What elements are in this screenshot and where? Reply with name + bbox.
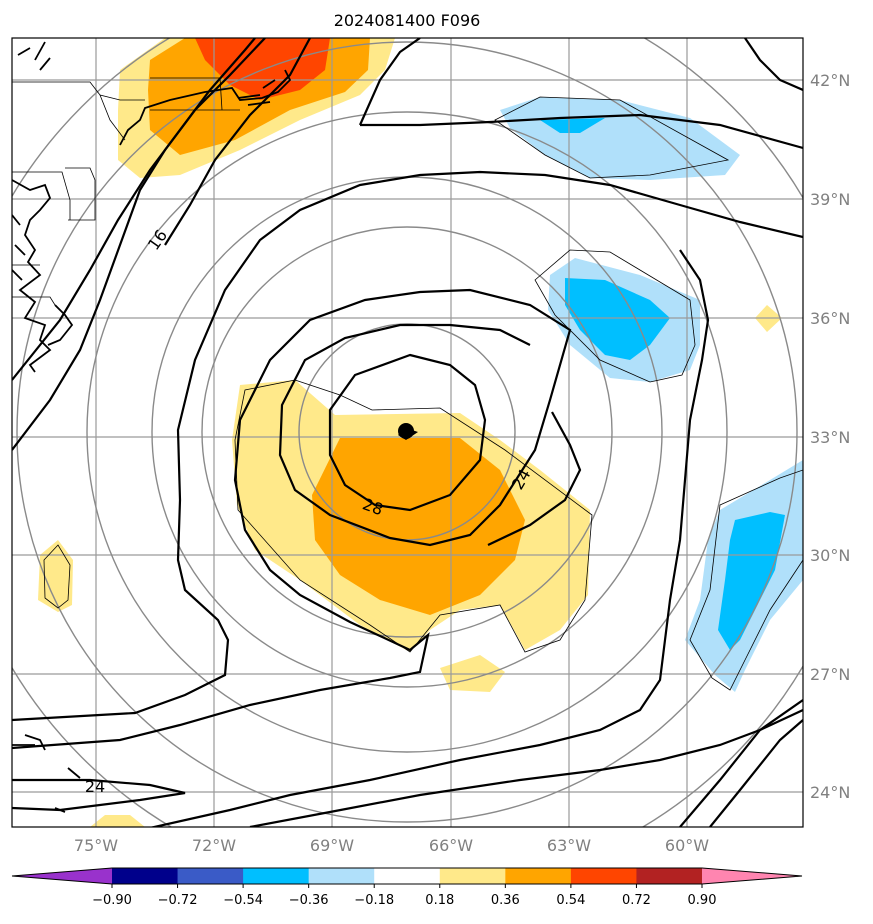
colorbar-tick-label: −0.54 — [223, 893, 263, 908]
colorbar-tick-label: 0.18 — [425, 893, 454, 908]
lat-label-30n: 30°N — [810, 546, 850, 565]
colorbar-segment — [570, 868, 637, 884]
colorbar-tick-label: −0.36 — [289, 893, 329, 908]
map-area: 16 24 28 24 — [12, 38, 803, 827]
colorbar-tick-label: −0.90 — [92, 893, 132, 908]
colorbar-tick-label: 0.54 — [556, 893, 585, 908]
longitude-labels: 75°W 72°W 69°W 66°W 63°W 60°W — [74, 836, 709, 855]
colorbar-segment — [439, 868, 506, 884]
colorbar-tick-label: −0.18 — [354, 893, 394, 908]
lon-label-72w: 72°W — [192, 836, 236, 855]
lat-label-27n: 27°N — [810, 665, 850, 684]
lon-label-75w: 75°W — [74, 836, 118, 855]
shading-outlines — [43, 96, 803, 691]
colorbar-segment — [636, 868, 703, 884]
lat-label-42n: 42°N — [810, 71, 850, 90]
lon-label-60w: 60°W — [665, 836, 709, 855]
shaded-field-warm-center — [38, 305, 782, 827]
colorbar-extend-low — [12, 868, 112, 884]
colorbar-extend-high — [702, 868, 802, 884]
figure-title: 2024081400 F096 — [334, 11, 481, 30]
colorbar-tick-label: 0.90 — [688, 893, 717, 908]
shaded-field-cold — [500, 97, 803, 692]
colorbar-tick-label: 0.36 — [491, 893, 520, 908]
lon-label-66w: 66°W — [429, 836, 473, 855]
lat-label-36n: 36°N — [810, 309, 850, 328]
height-contours — [12, 38, 803, 827]
colorbar: −0.90 −0.72 −0.54 −0.36 −0.18 0.18 0.36 0.54 0.7… — [11, 867, 803, 908]
lat-label-39n: 39°N — [810, 190, 850, 209]
contour-label-24-southwest: 24 — [85, 777, 105, 796]
map-frame — [11, 37, 804, 828]
lat-label-33n: 33°N — [810, 428, 850, 447]
latitude-labels: 42°N 39°N 36°N 33°N 30°N 27°N 24°N — [810, 71, 850, 802]
colorbar-segment — [505, 868, 572, 884]
lon-label-63w: 63°W — [547, 836, 591, 855]
colorbar-tick-label: 0.72 — [622, 893, 651, 908]
colorbar-segment — [374, 868, 441, 884]
colorbar-segment — [177, 868, 244, 884]
colorbar-tick-label: −0.72 — [158, 893, 198, 908]
colorbar-segment — [243, 868, 310, 884]
lon-label-69w: 69°W — [310, 836, 354, 855]
colorbar-segment — [112, 868, 179, 884]
colorbar-segment — [308, 868, 375, 884]
lat-label-24n: 24°N — [810, 783, 850, 802]
